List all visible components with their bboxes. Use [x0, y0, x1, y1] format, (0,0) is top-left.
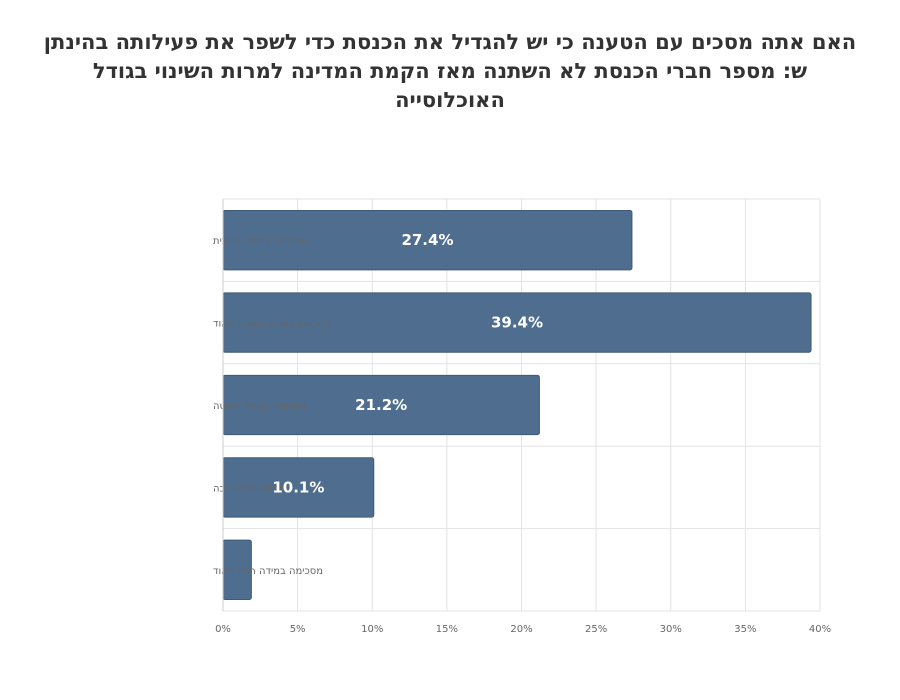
- x-tick-label: 5%: [290, 624, 306, 635]
- chart-title-line-2: ש: מספר חברי הכנסת לא השתנה מאז הקמת המד…: [92, 59, 808, 83]
- category-label: מסכימה במידה מעטה מאוד: [213, 319, 331, 330]
- x-tick-label: 40%: [809, 624, 831, 635]
- bar-data-label: 10.1%: [272, 478, 324, 496]
- x-tick-label: 30%: [660, 624, 682, 635]
- category-label: מסכימה מידה רבה: [213, 483, 292, 494]
- chart-title-line-3: האוכלוסייה: [395, 88, 505, 112]
- chart-title-line-1: האם אתה מסכים עם הטענה כי יש להגדיל את ה…: [43, 30, 857, 54]
- x-tick-label: 10%: [361, 624, 383, 635]
- x-tick-label: 25%: [585, 624, 607, 635]
- category-label: מסכימה במידה רבה מאוד: [213, 566, 323, 577]
- x-tick-label: 35%: [734, 624, 756, 635]
- x-tick-label: 0%: [215, 624, 231, 635]
- category-label: מסכימה במידה מעטה: [213, 401, 306, 412]
- bar-data-label: 21.2%: [355, 396, 407, 414]
- category-label: מסכימה במידה בינונית: [213, 236, 308, 247]
- bar-data-label: 27.4%: [401, 231, 453, 249]
- chart-title: האם אתה מסכים עם הטענה כי יש להגדיל את ה…: [20, 28, 880, 115]
- x-tick-label: 15%: [436, 624, 458, 635]
- x-tick-label: 20%: [510, 624, 532, 635]
- bar-data-label: 39.4%: [491, 314, 543, 332]
